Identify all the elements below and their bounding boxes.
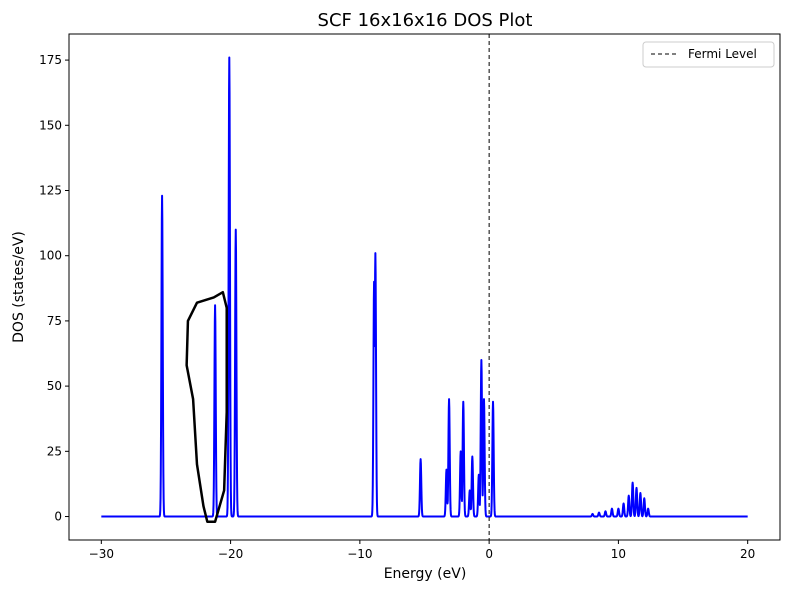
x-tick-label: −10 xyxy=(347,547,372,561)
legend-fermi-label: Fermi Level xyxy=(688,47,757,61)
chart-title: SCF 16x16x16 DOS Plot xyxy=(318,10,533,31)
x-tick-label: −20 xyxy=(218,547,243,561)
y-tick-label: 0 xyxy=(54,510,62,524)
hand-drawn-outline xyxy=(185,290,228,523)
y-axis-label: DOS (states/eV) xyxy=(11,231,27,343)
x-tick-label: 10 xyxy=(611,547,626,561)
y-axis-ticks: 0 25 50 75 100 125 150 175 xyxy=(39,53,69,524)
legend: Fermi Level xyxy=(642,41,775,68)
dos-series-line xyxy=(100,56,749,518)
legend-box xyxy=(642,41,775,68)
y-tick-label: 100 xyxy=(39,249,62,263)
y-tick-label: 150 xyxy=(39,118,62,132)
x-tick-label: 20 xyxy=(740,547,755,561)
y-tick-label: 125 xyxy=(39,183,62,197)
y-tick-label: 50 xyxy=(47,379,62,393)
plot-frame xyxy=(68,33,781,541)
x-axis-ticks: −30 −20 −10 0 10 20 xyxy=(89,540,755,561)
x-tick-label: 0 xyxy=(485,547,493,561)
x-tick-label: −30 xyxy=(89,547,114,561)
y-tick-label: 75 xyxy=(47,314,62,328)
x-axis-label: Energy (eV) xyxy=(384,566,467,582)
y-tick-label: 25 xyxy=(47,444,62,458)
y-tick-label: 175 xyxy=(39,53,62,67)
